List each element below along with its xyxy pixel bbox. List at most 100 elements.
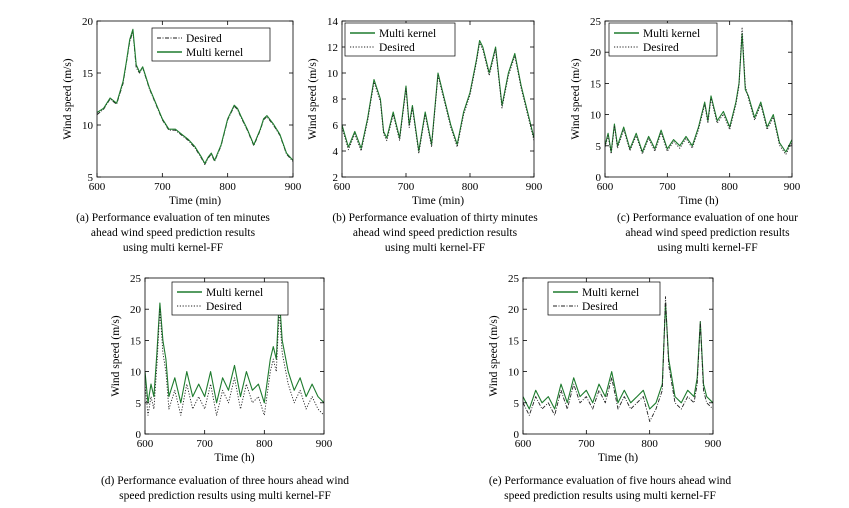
y-tick-label: 0 xyxy=(136,429,142,441)
y-tick-label: 14 xyxy=(327,16,339,28)
x-tick-label: 800 xyxy=(219,181,236,193)
y-tick-label: 12 xyxy=(327,42,338,54)
y-axis-label: Wind speed (m/s) xyxy=(307,58,319,139)
caption-b-line: (b) Performance evaluation of thirty min… xyxy=(332,212,538,224)
x-tick-label: 600 xyxy=(334,181,351,193)
legend-box xyxy=(344,22,456,57)
caption-b-line: ahead wind speed prediction results xyxy=(352,227,518,239)
y-tick-label: 4 xyxy=(333,146,339,158)
x-axis-label: Time (min) xyxy=(169,195,221,207)
y-tick-label: 10 xyxy=(130,367,142,379)
y-tick-label: 5 xyxy=(88,172,94,184)
y-tick-label: 5 xyxy=(136,398,142,410)
series-line-multi-kernel xyxy=(605,32,792,153)
caption-c-line: ahead wind speed prediction results xyxy=(625,227,790,239)
legend-entry: Multi kernel xyxy=(186,47,243,59)
y-tick-label: 5 xyxy=(596,141,602,153)
x-tick-label: 700 xyxy=(398,181,415,193)
caption-b-line: using multi kernel-FF xyxy=(384,242,486,254)
caption-a-line: using multi kernel-FF xyxy=(122,242,224,254)
x-tick-label: 900 xyxy=(526,181,543,193)
legend-entry: Desired xyxy=(186,33,222,45)
y-tick-label: 20 xyxy=(508,304,520,316)
y-tick-label: 10 xyxy=(82,120,94,132)
y-tick-label: 15 xyxy=(590,78,602,90)
y-tick-label: 25 xyxy=(590,16,602,28)
y-tick-label: 15 xyxy=(130,335,142,347)
series-line-multi-kernel xyxy=(523,302,713,410)
y-tick-label: 20 xyxy=(130,304,142,316)
y-axis-label: Wind speed (m/s) xyxy=(488,315,500,396)
series-line-desired xyxy=(145,308,324,416)
x-tick-label: 700 xyxy=(154,181,171,193)
legend-box xyxy=(171,281,289,316)
y-tick-label: 2 xyxy=(333,172,339,184)
axes-frame xyxy=(96,20,294,178)
x-tick-label: 800 xyxy=(256,438,273,450)
chart-c: 600 700 800 900 0 5 10 15 20 25 Time (h) Wind speed… xyxy=(570,16,801,207)
legend-box xyxy=(151,27,271,62)
y-tick-label: 25 xyxy=(130,273,142,285)
chart-b: 600 700 800 900 2 4 6 8 10 12 14 Time (min) Wind spe… xyxy=(307,16,543,207)
series-line-multi-kernel xyxy=(342,39,534,152)
legend-box xyxy=(608,22,718,57)
caption-c-line: using multi kernel-FF xyxy=(657,242,758,254)
caption-c: (c) Performance evaluation of one hour a… xyxy=(575,211,840,256)
caption-d-line: (d) Performance evaluation of three hour… xyxy=(100,475,350,487)
x-tick-label: 800 xyxy=(721,181,738,193)
legend-entry: Desired xyxy=(206,301,242,313)
legend-entry: Desired xyxy=(582,301,618,313)
y-tick-label: 10 xyxy=(508,367,520,379)
caption-e-line: speed prediction results using multi ker… xyxy=(504,490,716,502)
x-tick-label: 700 xyxy=(196,438,213,450)
x-tick-label: 600 xyxy=(137,438,154,450)
legend-entry: Multi kernel xyxy=(582,287,639,299)
x-tick-label: 900 xyxy=(705,438,722,450)
y-axis-label: Wind speed (m/s) xyxy=(110,315,122,396)
legend-entry: Desired xyxy=(643,42,679,54)
legend-entry: Multi kernel xyxy=(643,28,700,40)
y-tick-label: 10 xyxy=(590,110,602,122)
chart-a: 600 700 800 900 5 10 15 20 Time (min) Wind speed … xyxy=(62,16,302,207)
x-axis-label: Time (min) xyxy=(412,195,464,207)
y-axis-label: Wind speed (m/s) xyxy=(62,58,74,139)
x-tick-label: 900 xyxy=(784,181,801,193)
series-line-desired xyxy=(523,296,713,422)
series-line-multi-kernel xyxy=(97,28,293,165)
x-tick-label: 800 xyxy=(641,438,658,450)
axes-frame xyxy=(522,277,714,435)
y-tick-label: 0 xyxy=(596,172,602,184)
chart-e: 600 700 800 900 0 5 10 15 20 25 Time (h) Wind speed… xyxy=(488,273,722,464)
legend-entry: Multi kernel xyxy=(206,287,263,299)
y-tick-label: 10 xyxy=(327,68,339,80)
x-tick-label: 800 xyxy=(462,181,479,193)
y-tick-label: 8 xyxy=(333,94,339,106)
y-tick-label: 20 xyxy=(82,16,94,28)
legend-entry: Desired xyxy=(379,42,415,54)
legend-entry: Multi kernel xyxy=(379,28,436,40)
axes-frame xyxy=(604,20,793,178)
x-axis-label: Time (h) xyxy=(214,452,254,464)
series-line-desired xyxy=(605,26,792,155)
caption-d: (d) Performance evaluation of three hour… xyxy=(60,474,390,504)
x-tick-label: 600 xyxy=(597,181,614,193)
caption-d-line: speed prediction results using multi ker… xyxy=(119,490,331,502)
y-tick-label: 6 xyxy=(333,120,339,132)
chart-d: 600 700 800 900 0 5 10 15 20 25 Time (h) Wind speed… xyxy=(110,273,333,464)
y-tick-label: 25 xyxy=(508,273,520,285)
x-tick-label: 700 xyxy=(659,181,676,193)
x-tick-label: 600 xyxy=(89,181,106,193)
y-axis-label: Wind speed (m/s) xyxy=(570,58,582,139)
axes-frame xyxy=(144,277,325,435)
y-tick-label: 15 xyxy=(82,68,94,80)
caption-c-line: (c) Performance evaluation of one hour xyxy=(616,212,799,224)
x-tick-label: 900 xyxy=(316,438,333,450)
x-tick-label: 700 xyxy=(578,438,595,450)
caption-a: (a) Performance evaluation of ten minute… xyxy=(28,211,318,256)
caption-a-line: ahead wind speed prediction results xyxy=(90,227,256,239)
y-tick-label: 15 xyxy=(508,335,520,347)
x-tick-label: 600 xyxy=(515,438,532,450)
caption-b: (b) Performance evaluation of thirty min… xyxy=(300,211,570,256)
caption-e-line: (e) Performance evaluation of five hours… xyxy=(488,475,732,487)
